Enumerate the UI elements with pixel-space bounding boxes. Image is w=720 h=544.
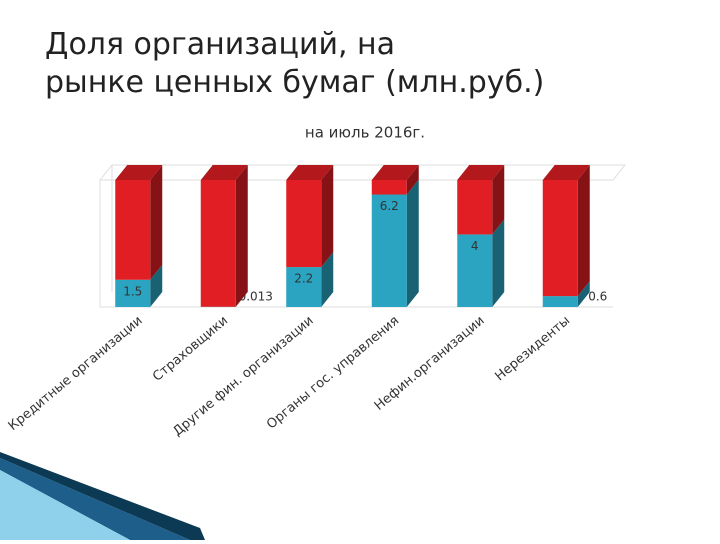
bar (372, 180, 407, 195)
bar (201, 180, 236, 307)
bar-side (150, 165, 162, 280)
chart-subtitle: на июль 2016г. (305, 124, 425, 142)
bar (286, 180, 321, 267)
data-label: 4 (471, 239, 479, 253)
data-label: 1.5 (123, 284, 142, 298)
bar (543, 296, 578, 307)
x-tick-label: Кредитные организации (6, 313, 146, 434)
x-tick-label: Другие фин. организации (170, 313, 316, 439)
bar-side (236, 165, 248, 307)
bar-side (578, 165, 590, 296)
bar-side (407, 180, 419, 307)
bar-side (492, 219, 504, 307)
bar (457, 180, 492, 234)
data-label: 2.2 (294, 272, 313, 286)
x-tick-label: Страховщики (150, 313, 231, 384)
bar-side (321, 165, 333, 267)
bar (115, 180, 150, 280)
data-label: 6.2 (380, 199, 399, 213)
data-label: 0.6 (588, 290, 607, 304)
bar (543, 180, 578, 296)
x-tick-label: Нерезиденты (492, 313, 573, 384)
decoration (0, 452, 205, 540)
